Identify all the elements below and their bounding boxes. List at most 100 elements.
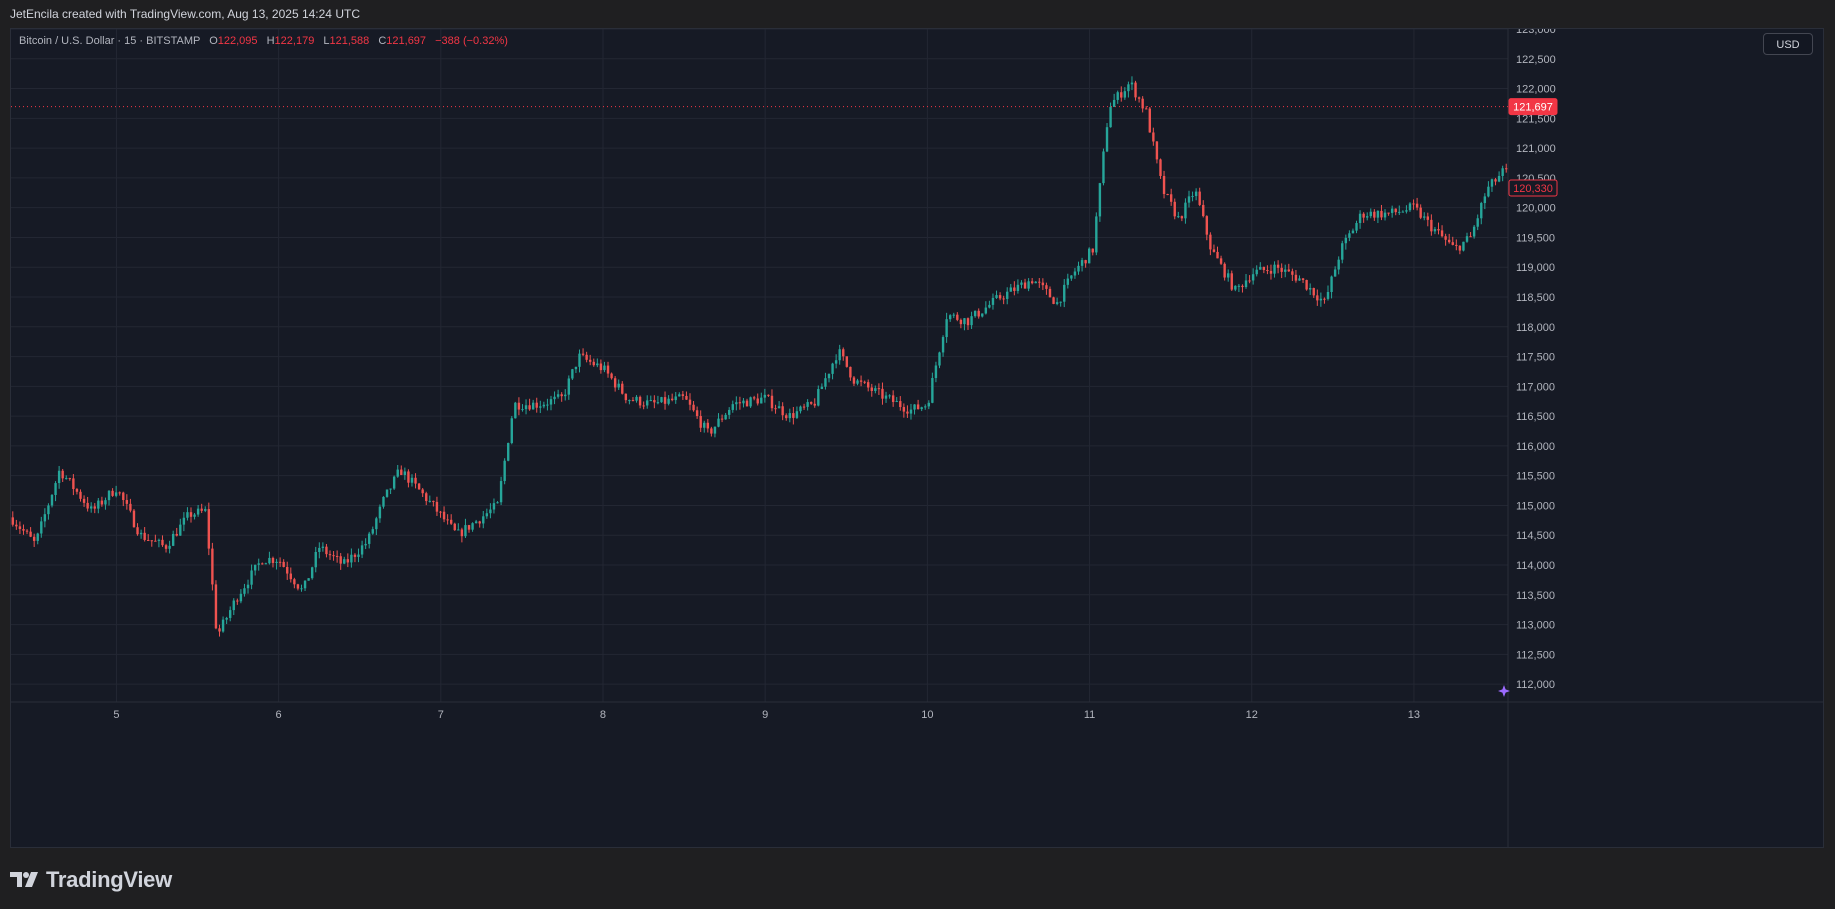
time-axis-label: 9 <box>762 709 768 721</box>
candle-body <box>474 521 478 524</box>
candle-body <box>1426 216 1430 220</box>
candle-body <box>1159 159 1162 176</box>
candle-body <box>667 398 670 404</box>
candle-body <box>82 498 86 503</box>
chart-panel[interactable]: 112,000 112,500 113,000 113,500 114,000 114,5… <box>10 28 1824 848</box>
price-axis-label: 119,000 <box>1516 262 1555 274</box>
candle-body <box>246 584 250 589</box>
price-chart[interactable]: 112,000 112,500 113,000 113,500 114,000 114,5… <box>11 29 1823 847</box>
candle-body <box>588 359 592 362</box>
candle-body <box>717 418 720 427</box>
candle-body <box>268 557 271 564</box>
candle-body <box>132 510 136 528</box>
candle-body <box>1055 302 1059 304</box>
candle-body <box>834 360 838 364</box>
candle-body <box>567 378 571 395</box>
candle-body <box>389 488 392 490</box>
candle-body <box>1458 245 1462 251</box>
price-axis-label: 119,500 <box>1516 232 1555 244</box>
candle-body <box>392 476 396 489</box>
candle-body <box>1405 210 1408 212</box>
time-axis-label: 12 <box>1246 709 1258 721</box>
price-tag <box>1508 179 1558 197</box>
candle-body <box>1198 191 1201 205</box>
candle-body <box>674 396 677 401</box>
candle-body <box>931 378 934 403</box>
candle-body <box>606 365 610 374</box>
candle-body <box>1016 284 1020 291</box>
candle-body <box>442 511 446 520</box>
candle-body <box>1284 269 1287 272</box>
candle-body <box>328 554 332 556</box>
candle-body <box>909 409 913 414</box>
candle-body <box>72 478 75 490</box>
candle-body <box>40 521 43 534</box>
candle-body <box>1077 265 1080 272</box>
candle-body <box>278 561 282 563</box>
candle-body <box>1102 151 1105 184</box>
price-axis-label: 120,000 <box>1516 203 1556 215</box>
candle-body <box>250 570 253 585</box>
candle-body <box>770 395 774 409</box>
candle-body <box>845 356 849 367</box>
candle-body <box>1380 210 1383 218</box>
candle-body <box>1415 203 1419 208</box>
candle-body <box>1006 291 1009 299</box>
candle-body <box>75 489 79 492</box>
candle-body <box>670 398 674 401</box>
candle-body <box>1148 108 1151 133</box>
candle-body <box>1187 196 1191 203</box>
price-axis-label: 118,000 <box>1516 322 1555 334</box>
candle-body <box>1398 211 1401 213</box>
candle-body <box>941 337 945 353</box>
candle-body <box>1390 208 1394 213</box>
candle-body <box>849 366 852 378</box>
candle-body <box>1316 295 1319 301</box>
candle-body <box>948 315 952 320</box>
candle-body <box>752 397 756 399</box>
candle-body <box>564 394 567 397</box>
candle-body <box>321 546 325 548</box>
time-axis-label: 6 <box>276 709 282 721</box>
candle-body <box>1366 216 1369 218</box>
candle-body <box>407 471 410 483</box>
low-label: L <box>323 35 330 47</box>
currency-button[interactable]: USD <box>1763 33 1813 55</box>
footer-brand: TradingView <box>10 860 172 900</box>
candle-body <box>122 492 125 501</box>
candle-body <box>289 573 292 580</box>
candle-body <box>856 380 859 384</box>
last-price-tag-label: 121,697 <box>1513 102 1553 114</box>
candle-body <box>339 556 342 564</box>
candle-body <box>731 404 734 410</box>
candle-body <box>150 540 153 542</box>
change-value: −388 (−0.32%) <box>435 35 508 47</box>
candle-body <box>179 524 182 536</box>
candle-body <box>346 559 350 563</box>
candle-body <box>229 610 232 618</box>
candle-body <box>310 567 314 579</box>
candle-body <box>521 409 524 411</box>
candle-body <box>991 297 995 305</box>
candle-body <box>1223 263 1226 278</box>
candle-body <box>781 406 784 416</box>
price-axis-label: 118,500 <box>1516 292 1555 304</box>
candle-body <box>735 402 738 405</box>
candle-body <box>143 532 146 540</box>
candle-body <box>756 398 759 404</box>
candle-body <box>688 399 692 405</box>
candle-body <box>1169 194 1173 202</box>
candle-body <box>1177 216 1180 218</box>
candle-body <box>1308 288 1312 290</box>
candle-body <box>1301 278 1305 280</box>
price-axis-label: 115,500 <box>1516 471 1555 483</box>
candle-body <box>1045 285 1048 289</box>
symbol-legend: Bitcoin / U.S. Dollar · 15 · BITSTAMP O1… <box>19 35 508 47</box>
candle-body <box>678 394 681 397</box>
candle-body <box>945 319 948 338</box>
candle-body <box>1348 233 1351 238</box>
candle-body <box>1255 269 1258 275</box>
candle-body <box>218 628 221 632</box>
candle-body <box>1109 106 1112 128</box>
candle-body <box>118 492 121 494</box>
